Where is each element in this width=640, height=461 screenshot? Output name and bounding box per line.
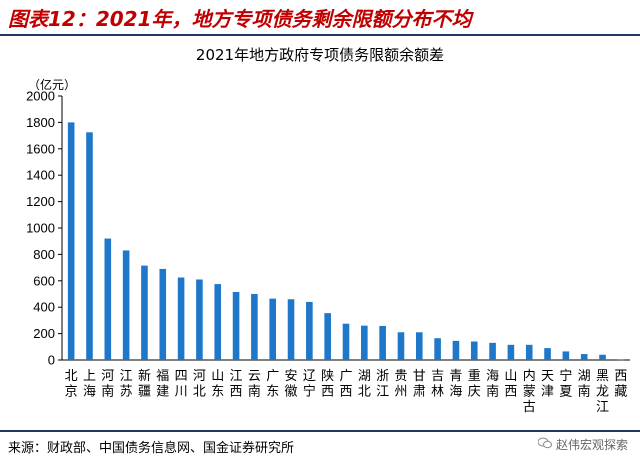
bar [379,325,386,360]
bar [306,301,313,360]
x-tick-label: 江苏 [120,369,133,400]
bar [232,292,240,360]
x-tick-label: 宁夏 [559,368,572,400]
x-tick-label: 贵州 [394,369,407,400]
x-tick-label: 西藏 [614,369,627,400]
y-tick-label: 400 [33,300,55,315]
bar [122,250,130,360]
bar [177,277,185,360]
x-tick-label: 福建 [156,369,169,400]
bar [489,342,496,360]
bar [507,344,515,360]
y-tick-label: 1400 [26,168,55,183]
bar [214,284,222,360]
bar-chart: 0 200 400 600 800 1000 1200 1400 1600 1800 2000 北京… [26,89,630,415]
x-tick-label: 河南 [101,369,114,400]
y-axis-unit-label: （亿元） [28,78,77,92]
y-tick-label: 0 [48,353,55,368]
x-tick-label: 陕西 [321,369,334,400]
bar [470,341,478,360]
x-tick-label: 黑龙江 [596,369,609,415]
watermark-text: 赵伟宏观探索 [555,438,628,452]
bar [67,122,75,361]
bar [525,344,533,360]
x-tick-label: 甘肃 [413,369,426,400]
figure-header: 图表12：2021年，地方专项债务剩余限额分布不均 [0,0,640,36]
bar [599,354,606,360]
y-axis: 0 200 400 600 800 1000 1200 1400 1600 1800 2000 [26,89,63,368]
figure-title: 图表12：2021年，地方专项债务剩余限额分布不均 [8,7,472,31]
x-tick-label: 江西 [230,369,243,400]
bar [452,340,460,360]
chart-title: 2021年地方政府专项债务限额余额差 [195,46,445,64]
x-tick-label: 湖北 [358,369,371,400]
x-tick-label: 上海 [83,369,96,400]
bar [196,279,203,360]
x-tick-label: 新疆 [138,368,151,400]
bar [104,238,112,360]
x-tick-label: 吉林 [431,369,444,400]
bar [141,265,148,360]
y-tick-label: 200 [33,326,55,341]
bar [434,338,441,360]
x-tick-label: 广东 [266,369,279,400]
bar [251,294,258,360]
bar [342,323,350,360]
y-tick-label: 1000 [26,221,55,236]
source-note: 来源：财政部、中国债务信息网、国金证券研究所 [8,441,295,456]
x-tick-label: 广西 [339,369,352,400]
bar [269,298,277,360]
x-tick-label: 海南 [486,369,499,400]
y-tick-label: 1600 [26,141,55,156]
x-tick-label: 重庆 [468,368,481,400]
x-tick-label: 河北 [193,369,206,400]
bar [415,332,423,360]
y-tick-label: 1200 [26,194,55,209]
bar [86,132,93,360]
bar [159,268,167,360]
y-tick-label: 1800 [26,115,55,130]
bar [580,354,588,360]
x-tick-label: 内蒙古 [523,368,536,415]
x-tick-label: 四川 [175,369,188,400]
bar [562,351,570,360]
x-tick-label: 山东 [211,369,224,400]
bar [324,313,331,360]
x-tick-label: 浙江 [376,369,389,400]
x-tick-label: 云南 [248,369,261,400]
x-tick-label: 天津 [541,369,554,400]
x-tick-label: 山西 [504,369,517,400]
bar [397,332,405,360]
bar [617,359,625,361]
x-axis: 北京上海河南江苏新疆福建四川河北山东江西云南广东安徽辽宁陕西广西湖北浙江贵州甘肃… [62,359,630,415]
y-tick-label: 600 [33,273,55,288]
x-tick-label: 北京 [65,369,78,400]
bar [361,325,368,360]
figure-footer: 来源：财政部、中国债务信息网、国金证券研究所 赵伟宏观探索 [0,430,640,461]
watermark: 赵伟宏观探索 [537,436,628,453]
y-tick-label: 2000 [26,89,55,104]
bar [544,348,551,360]
x-tick-label: 安徽 [285,369,298,400]
x-tick-label: 湖南 [578,369,591,400]
y-tick-label: 800 [33,247,55,262]
x-tick-label: 辽宁 [303,369,316,400]
wechat-icon [537,437,552,452]
bar [287,299,295,360]
x-tick-label: 青海 [449,369,462,400]
bar-series [67,122,625,361]
